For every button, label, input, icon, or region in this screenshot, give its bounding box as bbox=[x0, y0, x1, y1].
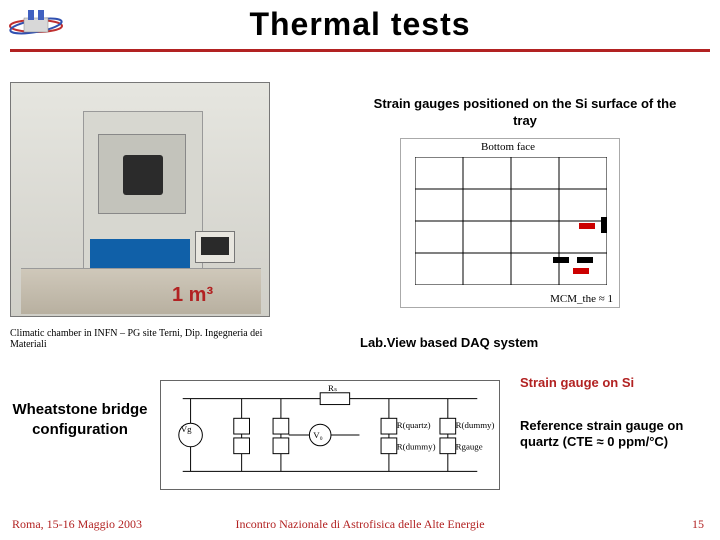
rdummy-bot-label: R(dummy) bbox=[397, 442, 436, 452]
daq-caption: Lab.View based DAQ system bbox=[360, 335, 620, 352]
strain-caption: Strain gauges positioned on the Si surfa… bbox=[360, 96, 690, 130]
title-rule bbox=[10, 49, 710, 52]
footer-center: Incontro Nazionale di Astrofisica delle … bbox=[0, 517, 720, 532]
wheatstone-circuit: Rₛ Vg V₀ R(quartz) R(dummy) R(dummy) Rga… bbox=[160, 380, 500, 490]
gauge-si-label: Strain gauge on Si bbox=[520, 375, 710, 392]
slide-logo bbox=[6, 8, 66, 43]
tray-grid-diagram: Bottom face MCM_the ≈ 1 bbox=[400, 138, 620, 308]
rdummy-top-label: R(dummy) bbox=[456, 420, 495, 430]
rgauge-label: Rgauge bbox=[456, 442, 483, 452]
footer-right: 15 bbox=[692, 517, 704, 532]
gauge-marker bbox=[579, 223, 595, 229]
ref-gauge-label: Reference strain gauge on quartz (CTE ≈ … bbox=[520, 418, 710, 451]
grid-top-label: Bottom face bbox=[481, 141, 535, 153]
grid-bottom-label: MCM_the ≈ 1 bbox=[550, 293, 613, 305]
wheatstone-label: Wheatstone bridge configuration bbox=[10, 400, 150, 439]
chamber-body bbox=[83, 111, 203, 276]
lab-monitor bbox=[195, 231, 235, 263]
slide-title: Thermal tests bbox=[0, 0, 720, 43]
chamber-panel bbox=[90, 239, 190, 269]
gauge-marker bbox=[577, 257, 593, 263]
gauge-marker bbox=[553, 257, 569, 263]
rs-label: Rₛ bbox=[328, 383, 337, 393]
vg-label: Vg bbox=[181, 424, 192, 434]
lab-bench bbox=[21, 268, 261, 314]
rquartz-label: R(quartz) bbox=[397, 420, 431, 430]
chamber-window bbox=[123, 155, 163, 195]
chamber-caption: Climatic chamber in INFN – PG site Terni… bbox=[10, 328, 270, 350]
chamber-photo bbox=[10, 82, 270, 317]
gauge-marker bbox=[573, 268, 589, 274]
vo-label: V₀ bbox=[313, 430, 322, 440]
volume-label: 1 m³ bbox=[172, 284, 213, 307]
chamber-door bbox=[98, 134, 186, 214]
gauge-marker bbox=[601, 217, 607, 233]
